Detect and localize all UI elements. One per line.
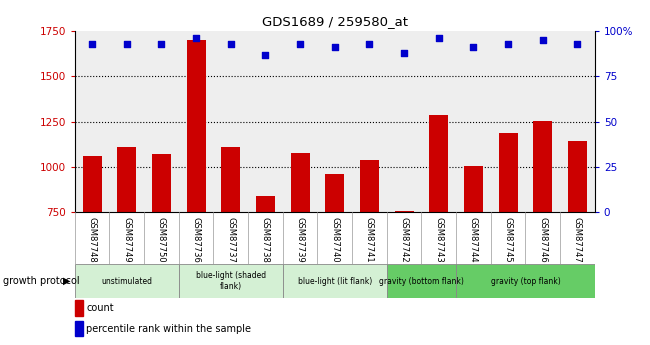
- Text: GSM87748: GSM87748: [88, 217, 97, 263]
- Bar: [499, 134, 517, 212]
- Bar: [456, 264, 595, 298]
- Bar: [83, 156, 101, 212]
- Point: [434, 36, 444, 41]
- Text: ▶: ▶: [62, 276, 70, 286]
- Bar: [568, 141, 587, 212]
- Text: GSM87749: GSM87749: [122, 217, 131, 263]
- Bar: [429, 115, 448, 212]
- Bar: [152, 154, 171, 212]
- Point: [468, 45, 478, 50]
- Point: [191, 36, 202, 41]
- Text: growth protocol: growth protocol: [3, 276, 80, 286]
- Text: blue-light (lit flank): blue-light (lit flank): [298, 277, 372, 286]
- Point: [399, 50, 410, 56]
- Bar: [387, 264, 456, 298]
- Bar: [325, 174, 344, 212]
- Bar: [291, 153, 309, 212]
- Point: [572, 41, 582, 47]
- Text: gravity (bottom flank): gravity (bottom flank): [379, 277, 464, 286]
- Point: [156, 41, 166, 47]
- Point: [330, 45, 340, 50]
- Point: [503, 41, 514, 47]
- Text: GSM87742: GSM87742: [400, 217, 409, 263]
- Bar: [256, 196, 275, 212]
- Text: gravity (top flank): gravity (top flank): [491, 277, 560, 286]
- Title: GDS1689 / 259580_at: GDS1689 / 259580_at: [262, 16, 408, 29]
- Text: blue-light (shaded
flank): blue-light (shaded flank): [196, 272, 266, 291]
- Point: [260, 52, 270, 57]
- Text: GSM87741: GSM87741: [365, 217, 374, 263]
- Text: GSM87746: GSM87746: [538, 217, 547, 263]
- Text: GSM87739: GSM87739: [296, 217, 305, 263]
- Bar: [75, 264, 179, 298]
- Text: GSM87747: GSM87747: [573, 217, 582, 263]
- Text: GSM87738: GSM87738: [261, 217, 270, 263]
- Point: [226, 41, 236, 47]
- Text: count: count: [86, 303, 114, 313]
- Point: [364, 41, 374, 47]
- Bar: [360, 160, 379, 212]
- Text: percentile rank within the sample: percentile rank within the sample: [86, 324, 252, 334]
- Bar: [179, 264, 283, 298]
- Bar: [117, 147, 136, 212]
- Text: GSM87750: GSM87750: [157, 217, 166, 263]
- Point: [295, 41, 306, 47]
- Text: GSM87744: GSM87744: [469, 217, 478, 263]
- Bar: [283, 264, 387, 298]
- Text: GSM87736: GSM87736: [192, 217, 201, 263]
- Point: [87, 41, 98, 47]
- Text: unstimulated: unstimulated: [101, 277, 152, 286]
- Bar: [187, 40, 205, 212]
- Bar: [464, 166, 483, 212]
- Point: [122, 41, 132, 47]
- Text: GSM87745: GSM87745: [504, 217, 513, 263]
- Point: [538, 37, 548, 43]
- Text: GSM87743: GSM87743: [434, 217, 443, 263]
- Text: GSM87737: GSM87737: [226, 217, 235, 263]
- Bar: [395, 211, 413, 212]
- Bar: [533, 121, 552, 212]
- Text: GSM87740: GSM87740: [330, 217, 339, 263]
- Bar: [221, 147, 240, 212]
